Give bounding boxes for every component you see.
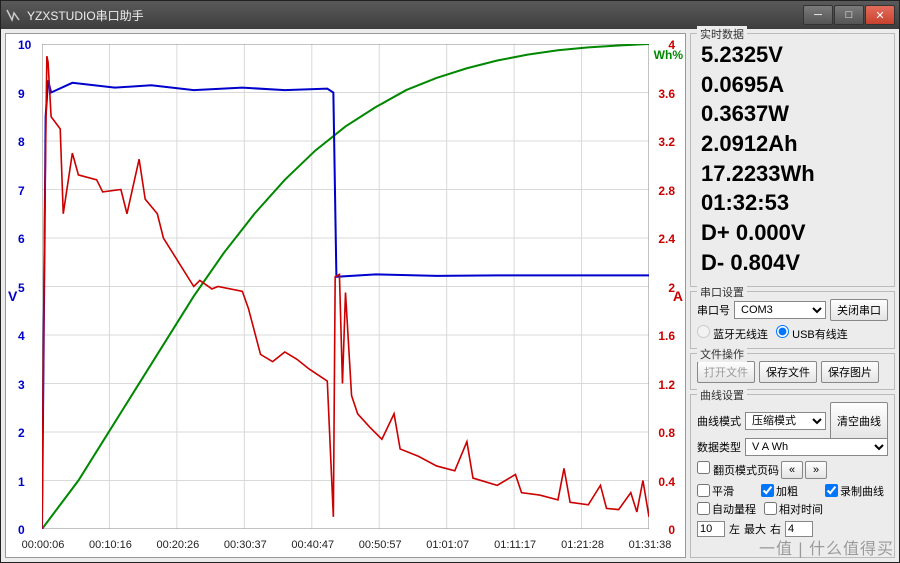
- chk-smooth[interactable]: 平滑: [697, 483, 753, 499]
- chk-autorange[interactable]: 自动量程: [697, 501, 756, 517]
- ytick-right: 3.6: [658, 87, 675, 101]
- ytick-left: 0: [18, 523, 25, 537]
- chk-bold[interactable]: 加粗: [761, 483, 817, 499]
- ytick-right: 1.6: [658, 329, 675, 343]
- rt-dminus: D- 0.804V: [701, 248, 888, 278]
- window-controls: ─ □ ✕: [802, 5, 895, 25]
- radio-bluetooth[interactable]: 蓝牙无线连: [697, 325, 768, 342]
- xtick: 00:50:57: [359, 539, 402, 551]
- file-title: 文件操作: [697, 346, 747, 362]
- chk-record[interactable]: 录制曲线: [825, 483, 884, 499]
- curve-mode-select[interactable]: 压缩模式: [745, 412, 826, 430]
- xtick: 01:11:17: [494, 539, 536, 551]
- curve-mode-label: 曲线模式: [697, 413, 741, 429]
- clear-curve-button[interactable]: 清空曲线: [830, 402, 888, 440]
- rt-voltage: 5.2325V: [701, 40, 888, 70]
- curve-title: 曲线设置: [697, 387, 747, 403]
- port-label: 串口号: [697, 302, 730, 318]
- ytick-left: 1: [18, 475, 25, 489]
- titlebar[interactable]: YZXSTUDIO串口助手 ─ □ ✕: [1, 1, 899, 29]
- app-icon: [5, 7, 21, 23]
- data-type-label: 数据类型: [697, 439, 741, 455]
- realtime-values: 5.2325V 0.0695A 0.3637W 2.0912Ah 17.2233…: [697, 38, 888, 280]
- ytick-right: 0.4: [658, 475, 675, 489]
- window-title: YZXSTUDIO串口助手: [27, 7, 802, 24]
- chk-reltime[interactable]: 相对时间: [764, 501, 823, 517]
- ytick-left: 8: [18, 135, 25, 149]
- xtick: 01:31:38: [629, 539, 672, 551]
- save-file-button[interactable]: 保存文件: [759, 361, 817, 383]
- ytick-left: 10: [18, 38, 31, 52]
- close-port-button[interactable]: 关闭串口: [830, 299, 888, 321]
- ytick-left: 2: [18, 426, 25, 440]
- data-type-select[interactable]: V A Wh: [745, 438, 888, 456]
- xtick: 00:00:06: [22, 539, 65, 551]
- ytick-right: 2.4: [658, 232, 675, 246]
- axis-label-voltage: V: [8, 288, 17, 304]
- spin-right-label: 右: [770, 521, 781, 537]
- spin-max-label: 最大: [744, 521, 766, 537]
- realtime-group: 实时数据 5.2325V 0.0695A 0.3637W 2.0912Ah 17…: [690, 33, 895, 287]
- spin-left-label: 左: [729, 521, 740, 537]
- file-group: 文件操作 打开文件 保存文件 保存图片: [690, 353, 895, 390]
- app-window: YZXSTUDIO串口助手 ─ □ ✕ V A Wh% 012345678910…: [0, 0, 900, 563]
- ytick-right: 2.8: [658, 184, 675, 198]
- serial-group: 串口设置 串口号 COM3 关闭串口 蓝牙无线连 USB有线连: [690, 291, 895, 349]
- rt-ah: 2.0912Ah: [701, 129, 888, 159]
- pager-check[interactable]: 翻页模式页码: [697, 461, 779, 478]
- maximize-button[interactable]: □: [834, 5, 864, 25]
- plot-area: [42, 44, 649, 529]
- rt-power: 0.3637W: [701, 99, 888, 129]
- xtick: 00:20:26: [156, 539, 199, 551]
- ytick-left: 6: [18, 232, 25, 246]
- client-area: V A Wh% 012345678910 00.40.81.21.622.42.…: [1, 29, 899, 562]
- xtick: 01:21:28: [561, 539, 604, 551]
- curve-group: 曲线设置 曲线模式 压缩模式 清空曲线 数据类型 V A Wh 翻页模式页码 «…: [690, 394, 895, 559]
- ytick-left: 3: [18, 378, 25, 392]
- serial-title: 串口设置: [697, 284, 747, 300]
- realtime-title: 实时数据: [697, 26, 747, 42]
- spin-right-value[interactable]: [785, 521, 813, 537]
- open-file-button[interactable]: 打开文件: [697, 361, 755, 383]
- close-button[interactable]: ✕: [865, 5, 895, 25]
- xtick: 00:40:47: [291, 539, 334, 551]
- ytick-right: 0.8: [658, 426, 675, 440]
- rt-time: 01:32:53: [701, 188, 888, 218]
- radio-usb[interactable]: USB有线连: [776, 325, 848, 342]
- ytick-right: 2: [668, 281, 675, 295]
- page-prev-button[interactable]: «: [781, 461, 803, 479]
- chart-svg: [42, 44, 649, 529]
- rt-current: 0.0695A: [701, 70, 888, 100]
- save-image-button[interactable]: 保存图片: [821, 361, 879, 383]
- rt-dplus: D+ 0.000V: [701, 218, 888, 248]
- ytick-right: 1.2: [658, 378, 675, 392]
- port-select[interactable]: COM3: [734, 301, 826, 319]
- ytick-right: 4: [668, 38, 675, 52]
- minimize-button[interactable]: ─: [803, 5, 833, 25]
- ytick-left: 7: [18, 184, 25, 198]
- chart-pane: V A Wh% 012345678910 00.40.81.21.622.42.…: [5, 33, 686, 558]
- spin-left-value[interactable]: [697, 521, 725, 537]
- ytick-left: 9: [18, 87, 25, 101]
- ytick-left: 5: [18, 281, 25, 295]
- rt-wh: 17.2233Wh: [701, 159, 888, 189]
- ytick-left: 4: [18, 329, 25, 343]
- ytick-right: 3.2: [658, 135, 675, 149]
- xtick: 00:10:16: [89, 539, 132, 551]
- page-next-button[interactable]: »: [805, 461, 827, 479]
- xtick: 01:01:07: [426, 539, 469, 551]
- xtick: 00:30:37: [224, 539, 267, 551]
- ytick-right: 0: [668, 523, 675, 537]
- side-panel: 实时数据 5.2325V 0.0695A 0.3637W 2.0912Ah 17…: [690, 33, 895, 558]
